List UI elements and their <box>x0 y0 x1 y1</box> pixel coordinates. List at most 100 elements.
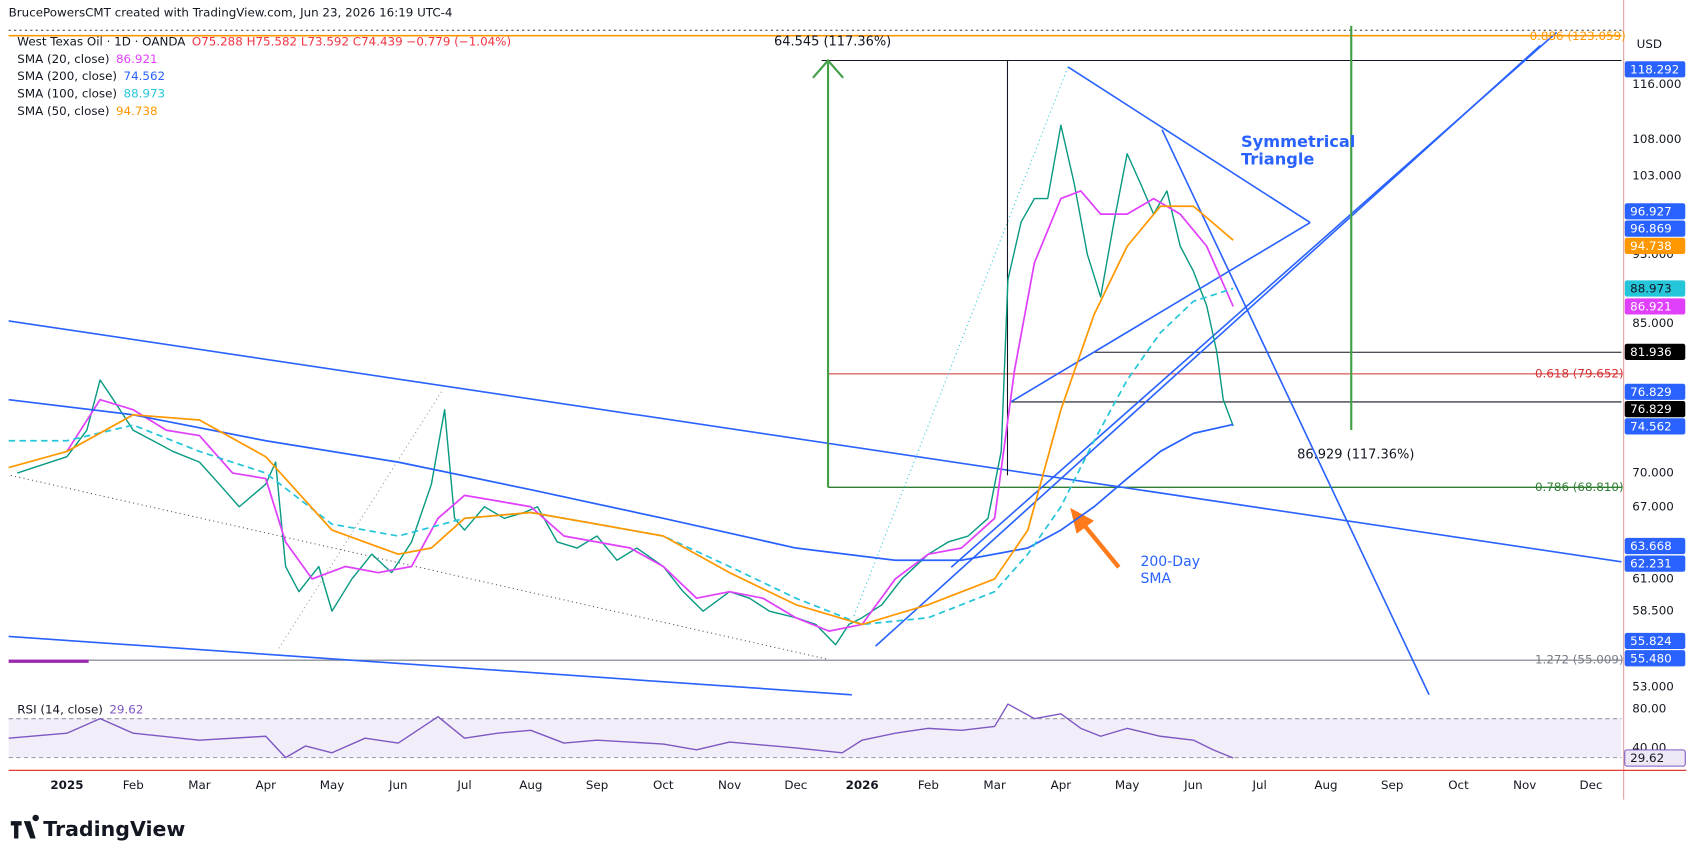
x-tick-label: Nov <box>1513 778 1536 792</box>
price-badge-label: 76.829 <box>1630 385 1672 399</box>
price-badge <box>1624 632 1686 650</box>
price-badge-label: 74.562 <box>1630 419 1672 433</box>
symbol-name: West Texas Oil · 1D · OANDA <box>17 35 186 49</box>
chart-title: BrucePowersCMT created with TradingView.… <box>9 5 453 19</box>
y-tick-label: 70.000 <box>1632 466 1674 480</box>
price-badge-label: 55.480 <box>1630 651 1672 665</box>
legend-value: 29.62 <box>109 702 143 716</box>
rsi-badge-label: 29.62 <box>1630 751 1664 765</box>
x-tick-label: May <box>1115 778 1140 792</box>
price-badge <box>1624 343 1686 361</box>
x-tick-label: Jul <box>456 778 471 792</box>
price-badge <box>1624 237 1686 255</box>
x-tick-label: Oct <box>1448 778 1469 792</box>
annotation: 64.545 (117.36%) <box>774 35 891 50</box>
y-tick-label: 116.000 <box>1632 77 1681 91</box>
series-line <box>8 398 1234 562</box>
legend-value: 86.921 <box>116 52 158 66</box>
fib-label: 1.272 (55.009) <box>1535 653 1624 667</box>
annotation: 200-Day <box>1140 554 1200 570</box>
legend-entry: SMA (200, close) <box>17 69 117 83</box>
annotation: 86.929 (117.36%) <box>1297 447 1414 462</box>
dotted-line <box>853 66 1069 617</box>
x-tick-label: Dec <box>784 778 807 792</box>
dotted-line <box>10 474 828 660</box>
x-tick-label: Sep <box>1381 778 1403 792</box>
x-tick-label: Mar <box>188 778 211 792</box>
x-tick-label: Oct <box>653 778 674 792</box>
price-badge-label: 55.824 <box>1630 634 1672 648</box>
price-badge-label: 63.668 <box>1630 539 1672 553</box>
dotted-line <box>278 388 444 649</box>
price-badge-label: 86.921 <box>1630 299 1672 313</box>
callout-arrow-head <box>1070 507 1094 534</box>
series-line <box>66 190 1234 632</box>
rsi-band-fill <box>8 718 1622 758</box>
price-badge-label: 81.936 <box>1630 345 1672 359</box>
rsi-tick-label: 80.00 <box>1632 701 1666 715</box>
legend-value: 88.973 <box>124 87 166 101</box>
x-tick-label: Jun <box>1183 778 1203 792</box>
legend-entry: SMA (20, close) <box>17 52 109 66</box>
measure-arrow-head <box>812 58 844 79</box>
price-badge <box>1624 220 1686 237</box>
price-badge <box>1624 61 1686 78</box>
rsi-badge <box>1624 749 1686 767</box>
series-line <box>8 703 1234 759</box>
trend-line <box>950 31 1558 568</box>
legend-entry: SMA (50, close) <box>17 104 109 118</box>
x-tick-label: Aug <box>1314 778 1337 792</box>
price-badge-label: 76.829 <box>1630 402 1672 416</box>
trend-line <box>8 320 1622 563</box>
brand-logo <box>10 814 39 839</box>
legend-entry: SMA (100, close) <box>17 87 117 101</box>
x-tick-label: Dec <box>1580 778 1603 792</box>
y-tick-label: 85.000 <box>1632 316 1674 330</box>
triangle-line <box>1067 66 1311 224</box>
annotation: Triangle <box>1241 149 1314 168</box>
ohlc-values: O75.288 H75.582 L73.592 C74.439 −0.779 (… <box>192 35 511 49</box>
currency-label: USD <box>1637 37 1662 51</box>
legend-value: 74.562 <box>124 69 166 83</box>
price-badge-label: 96.927 <box>1630 204 1672 218</box>
trend-line <box>1161 129 1430 696</box>
x-tick-label: Mar <box>983 778 1006 792</box>
price-badge <box>1624 401 1686 418</box>
y-tick-label: 108.000 <box>1632 132 1681 146</box>
series-line <box>8 287 1234 626</box>
price-badge <box>1624 280 1686 297</box>
x-tick-label: Feb <box>123 778 144 792</box>
x-tick-label: Sep <box>586 778 608 792</box>
price-badge <box>1624 650 1686 667</box>
price-badge <box>1624 555 1686 572</box>
x-tick-label: 2026 <box>846 778 879 792</box>
x-tick-label: Nov <box>718 778 741 792</box>
y-tick-label: 53.000 <box>1632 680 1674 694</box>
x-tick-label: Apr <box>255 778 276 792</box>
fib-label: 0.886 (123.059) <box>1530 29 1626 43</box>
x-tick-label: Jun <box>388 778 408 792</box>
price-badge-label: 94.738 <box>1630 239 1672 253</box>
y-tick-label: 61.000 <box>1632 571 1674 585</box>
price-badge <box>1624 418 1686 435</box>
x-tick-label: Apr <box>1051 778 1072 792</box>
x-tick-label: Jul <box>1252 778 1267 792</box>
series-line <box>17 124 1234 646</box>
price-badge <box>1624 203 1686 220</box>
price-badge-label: 88.973 <box>1630 282 1672 296</box>
x-tick-label: Feb <box>918 778 939 792</box>
fib-label: 0.786 (68.810) <box>1535 480 1624 494</box>
price-badge <box>1624 298 1686 315</box>
x-tick-label: May <box>320 778 345 792</box>
brand-name: TradingView <box>43 817 185 841</box>
price-badge <box>1624 537 1686 555</box>
fib-label: 0.618 (79.652) <box>1535 366 1624 380</box>
annotation: Symmetrical <box>1241 132 1355 151</box>
price-badge-label: 62.231 <box>1630 557 1672 571</box>
triangle-line <box>1010 221 1311 403</box>
legend-entry: RSI (14, close) <box>17 702 103 716</box>
price-badge-label: 118.292 <box>1630 62 1679 76</box>
price-badge <box>1624 383 1686 400</box>
y-tick-label: 58.500 <box>1632 604 1674 618</box>
price-badge-label: 96.869 <box>1630 222 1672 236</box>
